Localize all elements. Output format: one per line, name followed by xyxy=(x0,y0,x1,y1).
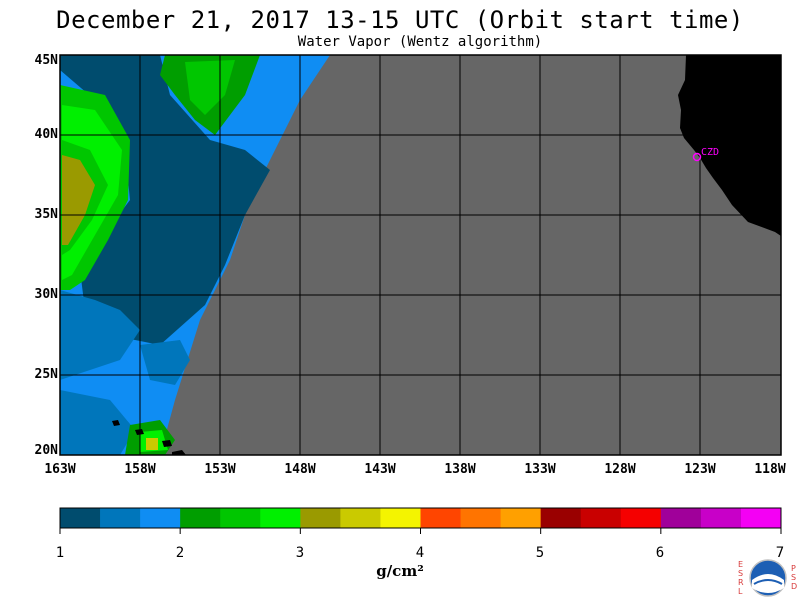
colorbar-swatch xyxy=(220,508,261,528)
colorbar-swatch xyxy=(500,508,542,528)
graticule xyxy=(60,55,781,455)
hawaii-island-kauai xyxy=(112,420,120,426)
colorbar-tick-3: 3 xyxy=(295,545,305,561)
station-marker xyxy=(692,152,702,162)
noaa-emblem xyxy=(749,559,787,597)
colorbar-swatch xyxy=(60,508,101,528)
colorbar-swatch xyxy=(620,508,662,528)
colorbar-unit: g/cm² xyxy=(376,562,424,580)
colorbar-swatch xyxy=(260,508,301,528)
lon-label-148w: 148W xyxy=(284,462,316,477)
colorbar-tick-1: 1 xyxy=(55,545,65,561)
lon-label-133w: 133W xyxy=(524,462,556,477)
lon-label-123w: 123W xyxy=(684,462,716,477)
colorbar-ticks xyxy=(59,528,782,534)
north-america-land xyxy=(678,55,781,236)
lat-label-45n: 45N xyxy=(34,53,58,68)
lon-label-128w: 128W xyxy=(604,462,636,477)
map-frame xyxy=(59,54,782,456)
colorbar-swatch xyxy=(580,508,622,528)
lon-label-118w: 118W xyxy=(754,462,786,477)
colorbar-swatch xyxy=(140,508,181,528)
lon-label-158w: 158W xyxy=(124,462,156,477)
station-label: CZD xyxy=(701,147,719,158)
colorbar-swatch xyxy=(180,508,221,528)
lat-label-20n: 20N xyxy=(34,443,58,458)
colorbar-swatch xyxy=(420,508,462,528)
water-vapor-swath xyxy=(60,55,330,455)
colorbar-swatch xyxy=(100,508,141,528)
lon-label-163w: 163W xyxy=(44,462,76,477)
lon-label-153w: 153W xyxy=(204,462,236,477)
colorbar-swatch xyxy=(340,508,381,528)
colorbar-tick-6: 6 xyxy=(655,545,665,561)
lat-label-30n: 30N xyxy=(34,287,58,302)
hawaii-island-big xyxy=(172,450,186,455)
map-subtitle: Water Vapor (Wentz algorithm) xyxy=(297,34,543,50)
lat-label-40n: 40N xyxy=(34,127,58,142)
lat-label-35n: 35N xyxy=(34,207,58,222)
colorbar-swatch xyxy=(700,508,742,528)
colorbar-tick-2: 2 xyxy=(175,545,185,561)
map-area xyxy=(60,55,781,455)
colorbar-swatch xyxy=(740,508,782,528)
colorbar-swatch xyxy=(660,508,702,528)
colorbar-swatch xyxy=(540,508,582,528)
colorbar-tick-7: 7 xyxy=(775,545,785,561)
colorbar-tick-4: 4 xyxy=(415,545,425,561)
colorbar-swatch xyxy=(300,508,341,528)
lat-label-25n: 25N xyxy=(34,367,58,382)
colorbar xyxy=(60,508,782,528)
colorbar-tick-5: 5 xyxy=(535,545,545,561)
lon-label-138w: 138W xyxy=(444,462,476,477)
map-title: December 21, 2017 13-15 UTC (Orbit start… xyxy=(56,6,744,34)
colorbar-swatch xyxy=(460,508,502,528)
hawaii-island-maui xyxy=(162,440,172,447)
colorbar-swatch xyxy=(380,508,421,528)
lon-label-143w: 143W xyxy=(364,462,396,477)
noaa-logo: E S R L P S D xyxy=(738,559,798,597)
